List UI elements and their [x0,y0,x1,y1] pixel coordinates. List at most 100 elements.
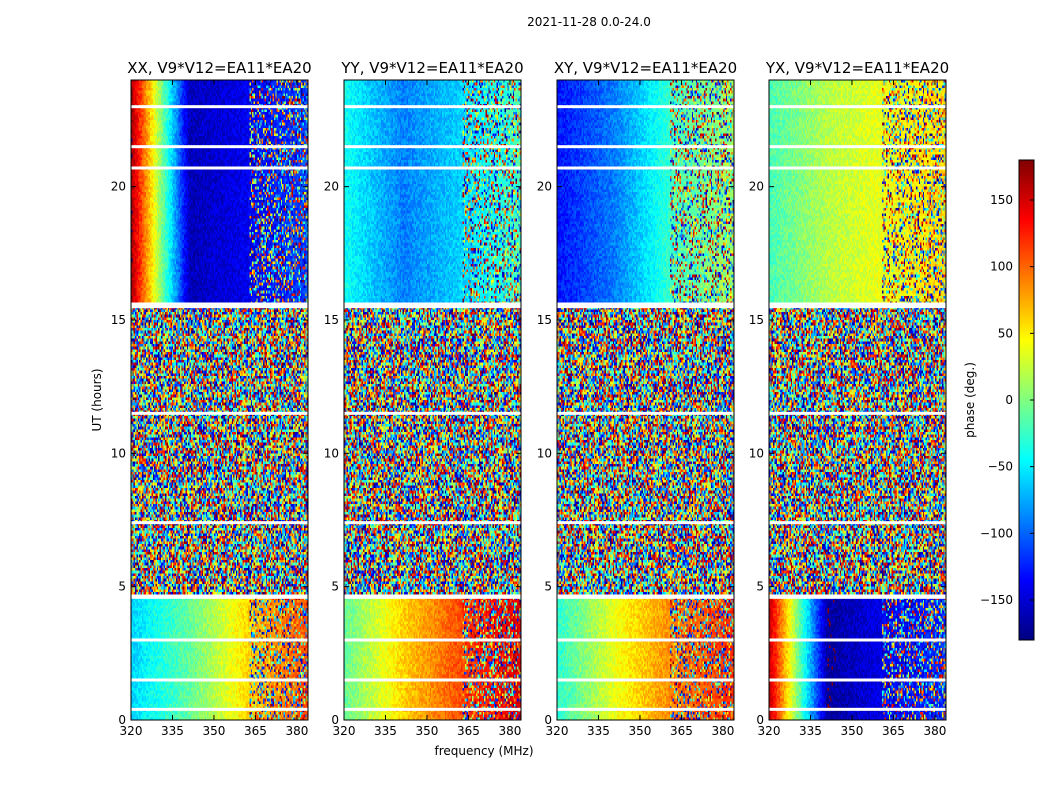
y-tick-label: 20 [749,180,764,194]
y-tick-label: 5 [756,580,764,594]
flagged-row [557,166,734,170]
x-axis-label: frequency (MHz) [434,744,533,758]
panels-group: XX, V9*V12=EA11*EA20 320 335 350 365 380 0 5 10 1… [111,59,949,738]
y-axis-label: UT (hours) [90,368,104,431]
y-tick-label: 5 [118,580,126,594]
panel-2: YY, V9*V12=EA11*EA20 320 335 350 365 380 0 5 10 1… [324,59,524,738]
flagged-row [131,411,308,415]
x-tick-label: 350 [416,724,439,738]
flagged-row [557,411,734,415]
x-tick-label: 320 [546,724,569,738]
panel-title: YY, V9*V12=EA11*EA20 [340,59,523,77]
phase-heatmap [769,80,946,720]
flagged-row [557,305,734,309]
phase-heatmap [344,80,521,720]
flagged-row [769,411,946,415]
plot-frame [130,79,309,721]
flagged-row [344,638,521,642]
flagged-row [769,707,946,711]
flagged-row [131,707,308,711]
flagged-row [557,145,734,149]
colorbar-label: phase (deg.) [963,362,977,438]
y-tick-label: 10 [749,446,764,460]
x-tick-label: 365 [457,724,480,738]
flagged-row [344,166,521,170]
colorbar-tick-label: 100 [990,260,1013,274]
y-tick-label: 15 [324,313,339,327]
y-tick-label: 0 [544,713,552,727]
x-tick-label: 350 [841,724,864,738]
flagged-row [131,638,308,642]
plot-frame [556,79,735,721]
flagged-row [344,521,521,525]
flagged-row [344,411,521,415]
panel-1: XX, V9*V12=EA11*EA20 320 335 350 365 380 0 5 10 1… [111,59,312,738]
y-tick-label: 5 [544,580,552,594]
x-tick-label: 365 [882,724,905,738]
y-tick-label: 5 [331,580,339,594]
flagged-row [131,305,308,309]
flagged-row [557,678,734,682]
y-tick-label: 20 [537,180,552,194]
flagged-row [769,594,946,598]
colorbar-tick-label: 50 [998,326,1013,340]
flagged-row [344,678,521,682]
y-tick-label: 20 [324,180,339,194]
flagged-row [131,678,308,682]
flagged-row [769,145,946,149]
flagged-row [769,521,946,525]
y-tick-label: 10 [111,446,126,460]
y-tick-label: 0 [331,713,339,727]
flagged-row [344,302,521,306]
x-tick-label: 335 [374,724,397,738]
flagged-row [131,302,308,306]
flagged-row [344,707,521,711]
flagged-row [344,594,521,598]
plot-frame [343,79,522,721]
x-tick-label: 320 [758,724,781,738]
flagged-row [344,105,521,109]
y-tick-label: 0 [118,713,126,727]
colorbar-tick-label: −150 [980,593,1013,607]
x-tick-label: 335 [161,724,184,738]
flagged-row [131,594,308,598]
x-tick-label: 365 [244,724,267,738]
phase-heatmap [557,80,734,720]
y-tick-label: 20 [111,180,126,194]
y-tick-label: 15 [111,313,126,327]
flagged-row [344,145,521,149]
panel-title: XX, V9*V12=EA11*EA20 [127,59,311,77]
x-tick-label: 380 [498,724,521,738]
flagged-row [557,521,734,525]
flagged-row [557,707,734,711]
figure-title: 2021-11-28 0.0-24.0 [527,15,651,29]
x-tick-label: 380 [711,724,734,738]
flagged-row [769,678,946,682]
flagged-row [344,305,521,309]
flagged-row [557,594,734,598]
flagged-row [769,638,946,642]
x-tick-label: 320 [120,724,143,738]
flagged-row [769,302,946,306]
plot-frame [768,79,947,721]
flagged-row [557,638,734,642]
y-tick-label: 15 [537,313,552,327]
panel-4: YX, V9*V12=EA11*EA20 320 335 350 365 380 0 5 10 1… [749,59,949,738]
x-tick-label: 320 [333,724,356,738]
colorbar: 150 100 50 0 −50 −100 −150 [980,159,1035,641]
flagged-row [769,105,946,109]
flagged-row [131,166,308,170]
x-tick-label: 335 [799,724,822,738]
flagged-row [769,305,946,309]
y-tick-label: 10 [324,446,339,460]
y-tick-label: 10 [537,446,552,460]
x-tick-label: 350 [203,724,226,738]
x-tick-label: 350 [629,724,652,738]
y-tick-label: 15 [749,313,764,327]
y-tick-label: 0 [756,713,764,727]
flagged-row [769,166,946,170]
flagged-row [557,105,734,109]
panel-3: XY, V9*V12=EA11*EA20 320 335 350 365 380 0 5 10 1… [537,59,737,738]
panel-title: XY, V9*V12=EA11*EA20 [554,59,737,77]
